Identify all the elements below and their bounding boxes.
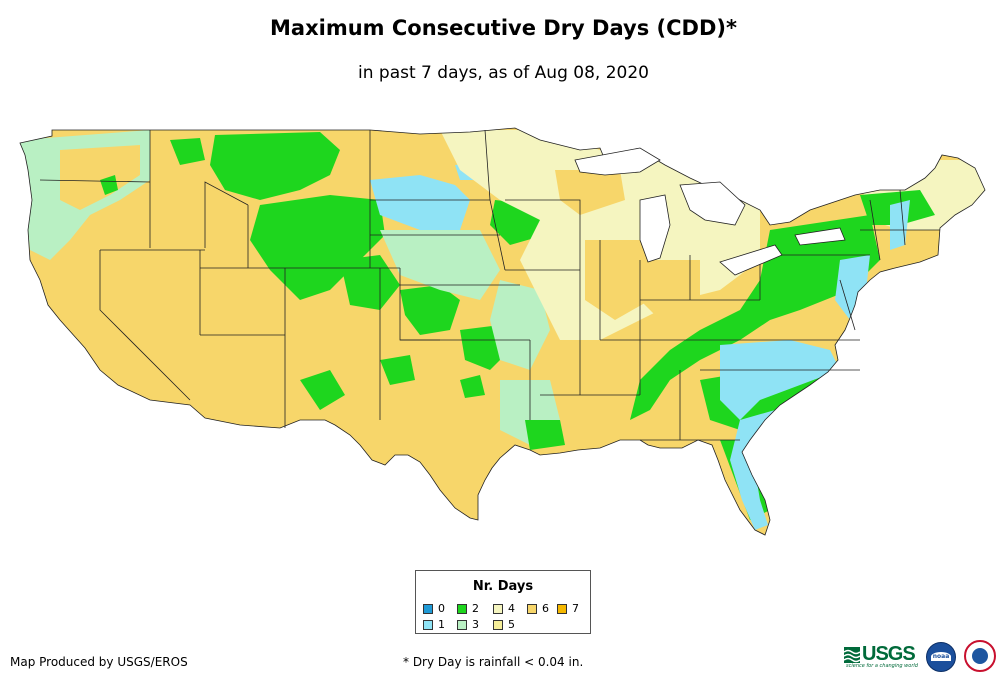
legend-swatch-4	[493, 603, 503, 614]
legend-item-0: 0	[423, 602, 445, 615]
legend-swatch-7	[557, 603, 567, 614]
map-title: Maximum Consecutive Dry Days (CDD)*	[270, 16, 737, 40]
usgs-wordmark: USGS	[862, 643, 916, 665]
legend: Nr. Days 0 1 2 3 4 5 6	[415, 570, 591, 634]
legend-swatch-6	[527, 603, 537, 614]
noaa-logo: noaa	[926, 642, 956, 672]
legend-item-3: 3	[457, 618, 479, 631]
usgs-waves-icon	[844, 646, 860, 663]
noaa-wordmark: noaa	[932, 653, 950, 660]
legend-label-7: 7	[572, 602, 579, 615]
legend-item-1: 1	[423, 618, 445, 631]
dry-day-regions	[20, 130, 985, 530]
legend-label-4: 4	[508, 602, 515, 615]
legend-swatch-0	[423, 603, 433, 614]
dry-day-footnote: * Dry Day is rainfall < 0.04 in.	[403, 655, 584, 669]
map-subtitle: in past 7 days, as of Aug 08, 2020	[358, 63, 649, 83]
usgs-logo: USGS	[844, 643, 916, 666]
nws-logo	[964, 640, 996, 672]
legend-title: Nr. Days	[472, 579, 534, 594]
legend-label-6: 6	[542, 602, 549, 615]
legend-item-4: 4	[493, 602, 515, 615]
legend-swatch-5	[493, 619, 503, 630]
noaa-bird-icon	[931, 652, 951, 661]
legend-swatch-1	[423, 619, 433, 630]
state-boundaries	[19, 127, 986, 536]
legend-label-2: 2	[472, 602, 479, 615]
usgs-tagline: science for a changing world	[846, 663, 918, 669]
legend-label-1: 1	[438, 618, 445, 631]
legend-swatch-2	[457, 603, 467, 614]
great-lakes	[574, 147, 846, 276]
legend-label-5: 5	[508, 618, 515, 631]
legend-item-5: 5	[493, 618, 515, 631]
legend-item-7: 7	[557, 602, 579, 615]
nws-emblem-icon	[972, 648, 988, 664]
legend-label-3: 3	[472, 618, 479, 631]
legend-label-0: 0	[438, 602, 445, 615]
legend-swatch-3	[457, 619, 467, 630]
legend-item-2: 2	[457, 602, 479, 615]
map-credit: Map Produced by USGS/EROS	[10, 655, 188, 669]
legend-item-6: 6	[527, 602, 549, 615]
